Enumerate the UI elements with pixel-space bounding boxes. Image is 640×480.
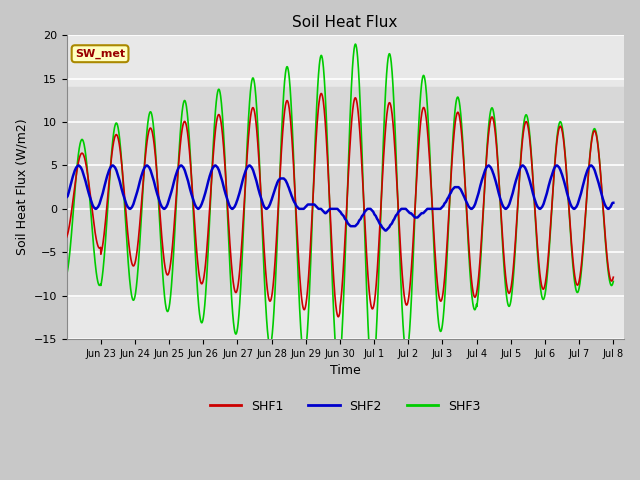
Y-axis label: Soil Heat Flux (W/m2): Soil Heat Flux (W/m2) xyxy=(15,119,28,255)
X-axis label: Time: Time xyxy=(330,364,360,377)
Bar xyxy=(67,87,623,296)
Title: Soil Heat Flux: Soil Heat Flux xyxy=(292,15,398,30)
Text: SW_met: SW_met xyxy=(75,48,125,59)
Legend: SHF1, SHF2, SHF3: SHF1, SHF2, SHF3 xyxy=(205,395,486,418)
